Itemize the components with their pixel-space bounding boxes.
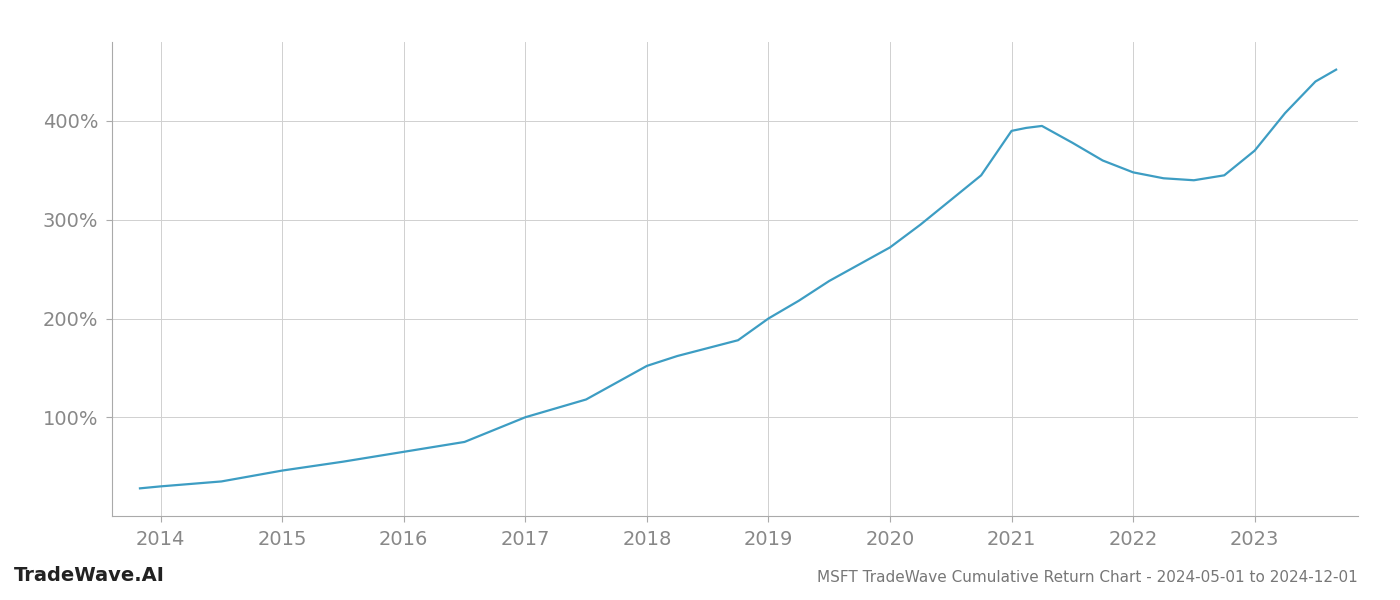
Text: MSFT TradeWave Cumulative Return Chart - 2024-05-01 to 2024-12-01: MSFT TradeWave Cumulative Return Chart -… bbox=[818, 570, 1358, 585]
Text: TradeWave.AI: TradeWave.AI bbox=[14, 566, 165, 585]
